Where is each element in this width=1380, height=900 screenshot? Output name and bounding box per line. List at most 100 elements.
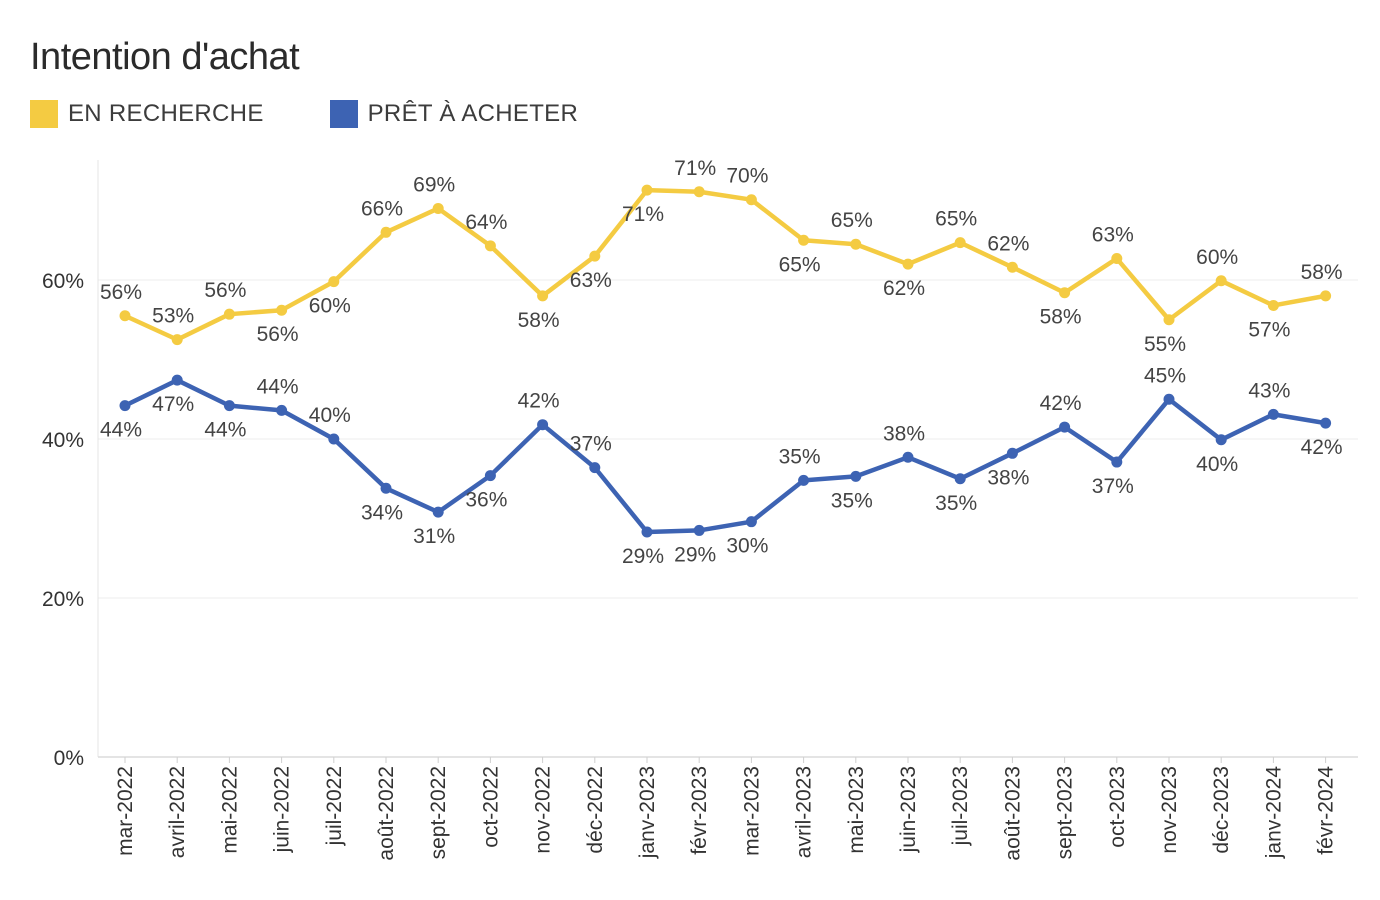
data-point [798, 474, 810, 486]
data-label: 55% [1144, 333, 1186, 356]
legend-item-pret-a-acheter[interactable]: PRÊT À ACHETER [329, 100, 579, 128]
data-label: 57% [1248, 318, 1290, 341]
x-tick-label: oct-2023 [1106, 766, 1129, 848]
x-tick-label: avril-2023 [793, 766, 816, 858]
x-tick-label: janv-2023 [636, 766, 659, 859]
x-tick-label: déc-2023 [1210, 766, 1233, 854]
data-label: 29% [674, 543, 716, 566]
data-label: 40% [1196, 453, 1238, 476]
data-point [693, 186, 705, 198]
x-tick-label: juin-2023 [897, 766, 920, 853]
x-tick-label: nov-2023 [1158, 766, 1181, 854]
data-point [328, 276, 340, 288]
x-tick-label: févr-2024 [1315, 766, 1338, 855]
data-label: 65% [831, 209, 873, 232]
y-tick-label: 40% [42, 429, 84, 452]
data-point [693, 524, 705, 536]
data-label: 71% [622, 203, 664, 226]
data-label: 35% [779, 445, 821, 468]
data-label: 63% [1092, 224, 1134, 247]
data-point [1320, 290, 1332, 302]
data-label: 35% [831, 489, 873, 512]
data-point [641, 526, 653, 538]
data-point [223, 400, 235, 412]
y-tick-label: 20% [42, 588, 84, 611]
data-label: 53% [152, 305, 194, 328]
data-point [589, 250, 601, 262]
x-tick-label: mar-2023 [740, 766, 763, 856]
data-point [380, 226, 392, 238]
data-label: 38% [987, 466, 1029, 489]
legend: EN RECHERCHE PRÊT À ACHETER [30, 100, 644, 128]
data-label: 44% [257, 375, 299, 398]
x-tick-label: août-2022 [375, 766, 398, 861]
data-label: 29% [622, 545, 664, 568]
x-tick-label: août-2023 [1001, 766, 1024, 861]
data-point [745, 516, 757, 528]
legend-label-en-recherche: EN RECHERCHE [68, 100, 264, 127]
x-tick-label: oct-2022 [479, 766, 502, 848]
data-label: 36% [465, 489, 507, 512]
data-label: 42% [1040, 392, 1082, 415]
data-point [1006, 447, 1018, 459]
data-point [484, 470, 496, 482]
data-point [1320, 417, 1332, 429]
data-point [119, 400, 131, 412]
data-label: 37% [570, 433, 612, 456]
data-point [537, 419, 549, 431]
data-label: 56% [204, 279, 246, 302]
data-label: 62% [987, 232, 1029, 255]
data-point [1111, 456, 1123, 468]
data-point [1215, 275, 1227, 287]
data-label: 65% [779, 253, 821, 276]
data-point [641, 184, 653, 196]
data-point [432, 202, 444, 214]
data-point [954, 473, 966, 485]
data-point [276, 404, 288, 416]
data-label: 60% [309, 295, 351, 318]
x-tick-label: avril-2022 [166, 766, 189, 858]
legend-item-en-recherche[interactable]: EN RECHERCHE [30, 100, 264, 128]
data-label: 66% [361, 197, 403, 220]
data-point [276, 304, 288, 316]
chart-title: Intention d'achat [30, 36, 300, 78]
data-point [1163, 314, 1175, 326]
x-tick-label: sept-2022 [427, 766, 450, 859]
data-point [1059, 287, 1071, 299]
data-point [745, 194, 757, 206]
y-tick-label: 60% [42, 270, 84, 293]
series-line-1 [122, 377, 1328, 535]
data-point [537, 290, 549, 302]
data-point [119, 310, 131, 322]
x-tick-label: déc-2022 [584, 766, 607, 854]
x-tick-label: févr-2023 [688, 766, 711, 855]
data-label: 58% [1040, 306, 1082, 329]
data-point [902, 258, 914, 270]
data-label: 56% [100, 281, 142, 304]
data-label: 37% [1092, 475, 1134, 498]
data-point [798, 234, 810, 246]
data-label: 31% [413, 525, 455, 548]
data-point [223, 308, 235, 320]
data-label: 65% [935, 208, 977, 231]
data-point [1215, 434, 1227, 446]
data-point [1111, 253, 1123, 265]
data-point [1059, 421, 1071, 433]
data-label: 64% [465, 211, 507, 234]
data-label: 44% [204, 419, 246, 442]
data-point [380, 482, 392, 494]
data-point [171, 334, 183, 346]
data-point [850, 238, 862, 250]
data-label: 69% [413, 173, 455, 196]
data-label: 45% [1144, 364, 1186, 387]
data-label: 38% [883, 422, 925, 445]
data-label: 60% [1196, 246, 1238, 269]
data-point [1267, 408, 1279, 420]
legend-label-pret-a-acheter: PRÊT À ACHETER [367, 100, 579, 127]
series-line-0 [122, 187, 1328, 342]
data-label: 35% [935, 492, 977, 515]
data-label: 34% [361, 501, 403, 524]
data-label: 70% [726, 165, 768, 188]
data-point [1163, 393, 1175, 405]
